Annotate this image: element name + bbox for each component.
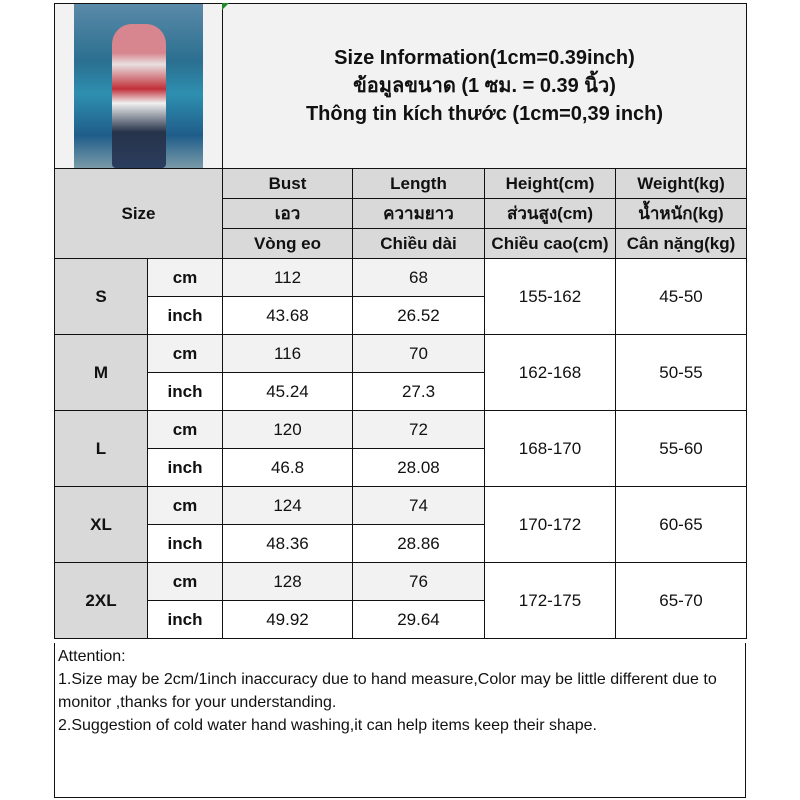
height-range: 168-170 — [484, 410, 616, 487]
weight-range: 50-55 — [615, 334, 747, 411]
col-header-th: ส่วนสูง(cm) — [484, 198, 616, 229]
table-row-inch: inch 45.24 27.3 — [55, 372, 747, 411]
size-label: XL — [54, 486, 148, 563]
bust-cm: 116 — [222, 334, 353, 373]
unit-cm: cm — [147, 334, 223, 373]
length-cm: 72 — [352, 410, 485, 449]
unit-cm: cm — [147, 410, 223, 449]
product-photo-cell — [54, 3, 223, 169]
table-row-cm: XL cm 124 74 170-172 60-65 — [54, 486, 747, 563]
unit-cm: cm — [147, 258, 223, 297]
size-label: S — [54, 258, 148, 335]
size-label: M — [54, 334, 148, 411]
size-header: Size — [54, 168, 223, 259]
length-inch: 28.86 — [352, 524, 485, 563]
height-range: 162-168 — [484, 334, 616, 411]
unit-inch: inch — [147, 448, 223, 487]
bust-inch: 45.24 — [222, 372, 353, 411]
height-range: 155-162 — [484, 258, 616, 335]
product-photo — [74, 4, 203, 168]
length-cm: 76 — [352, 562, 485, 601]
height-range: 172-175 — [484, 562, 616, 639]
col-header-th: น้ำหนัก(kg) — [615, 198, 747, 229]
col-header-vi: Vòng eo — [222, 228, 353, 259]
col-header-en: Height(cm) — [484, 168, 616, 199]
size-label: 2XL — [54, 562, 148, 639]
length-inch: 29.64 — [352, 600, 485, 639]
length-cm: 68 — [352, 258, 485, 297]
cell-comment-marker-icon — [222, 3, 229, 10]
weight-range: 55-60 — [615, 410, 747, 487]
title-vi: Thông tin kích thước (1cm=0,39 inch) — [305, 103, 664, 125]
table-row-inch: inch 46.8 28.08 — [55, 448, 747, 487]
table-row-cm: 2XL cm 128 76 172-175 65-70 — [54, 562, 747, 639]
col-header-en: Bust — [222, 168, 353, 199]
weight-range: 45-50 — [615, 258, 747, 335]
attention-title: Attention: — [58, 648, 126, 665]
unit-inch: inch — [147, 296, 223, 335]
unit-inch: inch — [147, 372, 223, 411]
col-header-vi: Cân nặng(kg) — [615, 228, 747, 259]
col-header-vi: Chiều dài — [352, 228, 485, 259]
title-en: Size Information(1cm=0.39inch) — [334, 47, 635, 69]
col-header-th: เอว — [222, 198, 353, 229]
size-label: L — [54, 410, 148, 487]
table-row-inch: inch 43.68 26.52 — [55, 296, 747, 335]
length-cm: 74 — [352, 486, 485, 525]
unit-cm: cm — [147, 562, 223, 601]
height-range: 170-172 — [484, 486, 616, 563]
col-header-vi: Chiều cao(cm) — [484, 228, 616, 259]
bust-cm: 112 — [222, 258, 353, 297]
bust-inch: 49.92 — [222, 600, 353, 639]
unit-cm: cm — [147, 486, 223, 525]
bust-inch: 43.68 — [222, 296, 353, 335]
table-row-inch: inch 48.36 28.86 — [55, 524, 747, 563]
unit-inch: inch — [147, 524, 223, 563]
bust-inch: 48.36 — [222, 524, 353, 563]
table-row-inch: inch 49.92 29.64 — [55, 600, 747, 639]
bust-cm: 124 — [222, 486, 353, 525]
weight-range: 65-70 — [615, 562, 747, 639]
bust-inch: 46.8 — [222, 448, 353, 487]
attention-notes: Attention: 1.Size may be 2cm/1inch inacc… — [54, 643, 746, 798]
size-chart-table: Size Information(1cm=0.39inch) ข้อมูลขนา… — [54, 3, 747, 639]
attention-line: 1.Size may be 2cm/1inch inaccuracy due t… — [58, 671, 717, 711]
bust-cm: 128 — [222, 562, 353, 601]
title-th: ข้อมูลขนาด (1 ซม. = 0.39 นิ้ว) — [353, 75, 616, 97]
col-header-th: ความยาว — [352, 198, 485, 229]
col-header-en: Weight(kg) — [615, 168, 747, 199]
unit-inch: inch — [147, 600, 223, 639]
length-inch: 28.08 — [352, 448, 485, 487]
length-inch: 26.52 — [352, 296, 485, 335]
attention-line: 2.Suggestion of cold water hand washing,… — [58, 717, 597, 734]
col-header-en: Length — [352, 168, 485, 199]
length-inch: 27.3 — [352, 372, 485, 411]
weight-range: 60-65 — [615, 486, 747, 563]
length-cm: 70 — [352, 334, 485, 373]
bust-cm: 120 — [222, 410, 353, 449]
title-cell: Size Information(1cm=0.39inch) ข้อมูลขนา… — [222, 3, 747, 169]
